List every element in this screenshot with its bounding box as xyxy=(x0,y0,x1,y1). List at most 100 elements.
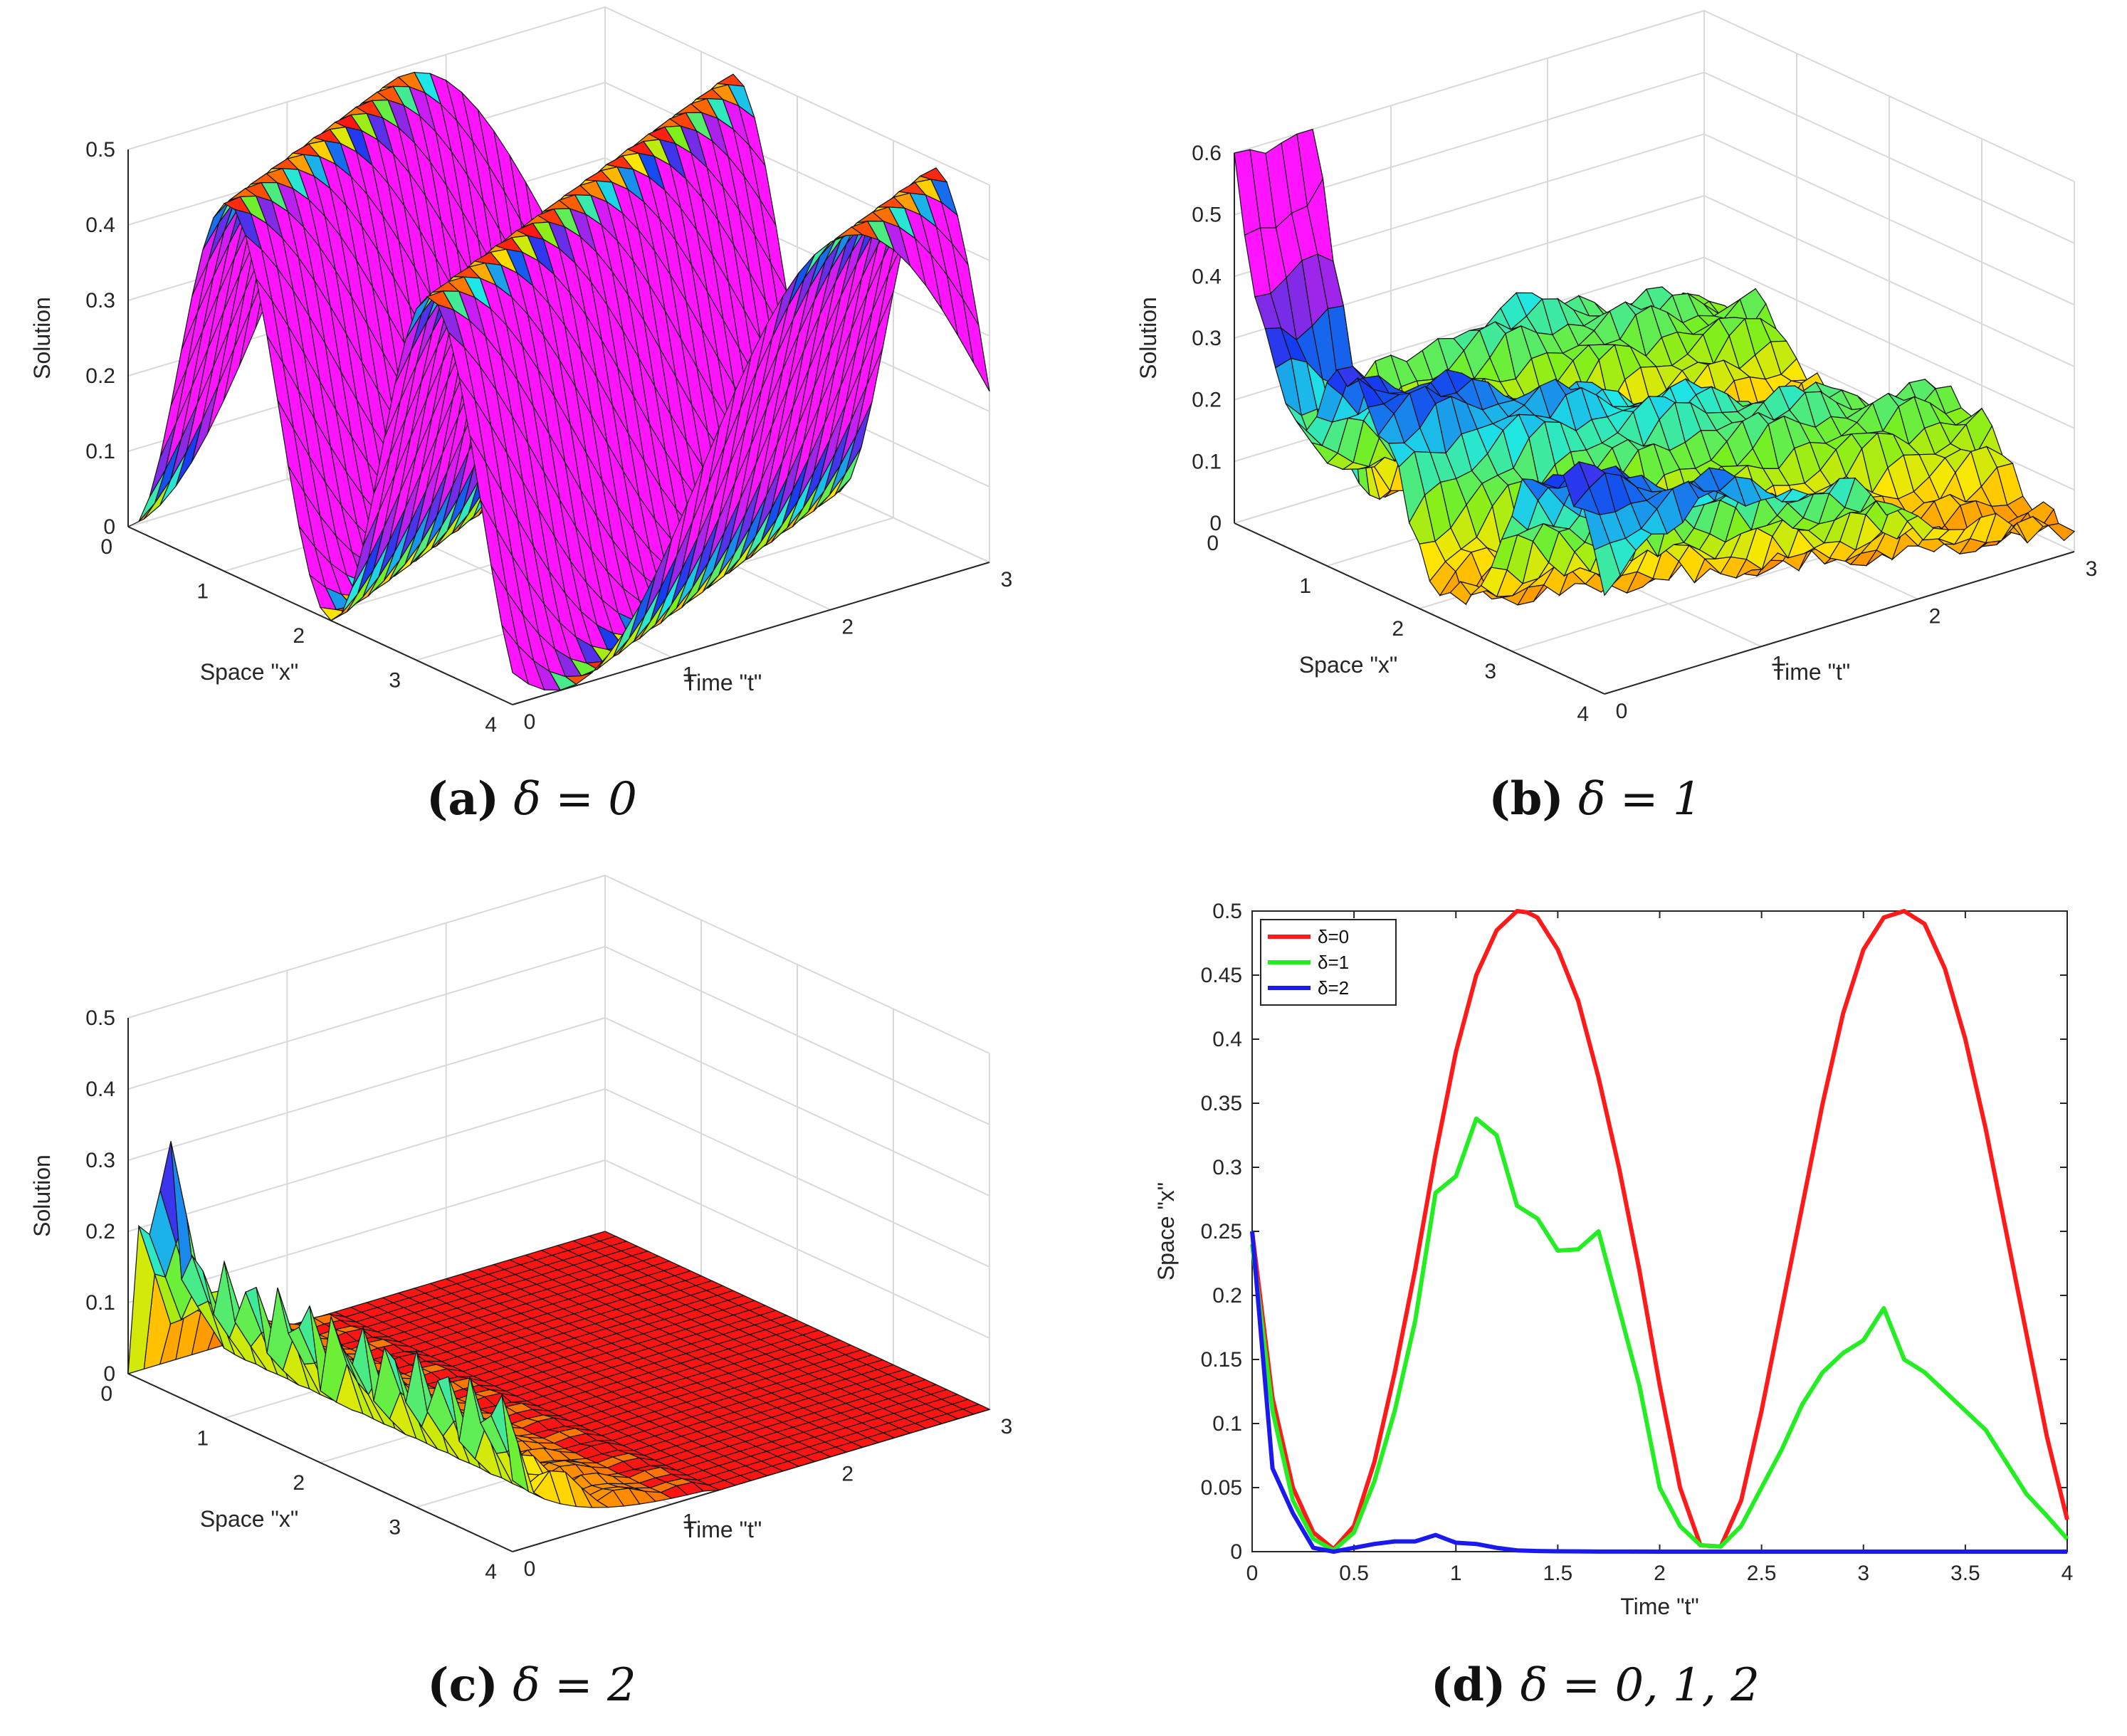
x-tick-label: 0.5 xyxy=(1339,1562,1369,1585)
t-axis-line xyxy=(512,562,990,705)
z-tick-label: 0 xyxy=(1209,512,1222,535)
caption-b: (b) δ = 1 xyxy=(1488,772,1702,826)
x-axis-line xyxy=(127,1373,513,1552)
x-tick-label: 1 xyxy=(196,580,209,604)
z-tick-label: 0.1 xyxy=(85,440,115,463)
x-tick-label: 1 xyxy=(196,1427,209,1451)
t-tick-label: 3 xyxy=(1001,1415,1013,1438)
z-axis-label: Solution xyxy=(29,297,55,379)
panel-c: 0 0.1 0.2 0.3 0.4 0.5 0 1 2 3 4 0 1 2 3 Solution Space "… xyxy=(0,868,1064,1736)
z-gridline xyxy=(1234,9,2075,182)
z-gridline xyxy=(127,874,990,1054)
y-tick-label: 0.5 xyxy=(1212,900,1242,923)
series-line-0 xyxy=(1250,909,2069,1552)
t-tick-label: 0 xyxy=(1616,700,1628,723)
plot-area xyxy=(1251,910,2068,1552)
t-tick-label: 3 xyxy=(1001,568,1013,591)
x-tick-label: 0 xyxy=(100,1382,112,1406)
z-tick-label: 0.5 xyxy=(85,138,115,162)
y-tick-label: 0 xyxy=(1230,1540,1242,1564)
z-gridline xyxy=(127,945,990,1125)
y-tick-label: 0.4 xyxy=(1212,1028,1242,1051)
z-gridline xyxy=(1234,71,2075,244)
y-tick-label: 0.15 xyxy=(1201,1348,1242,1372)
x-axis-line xyxy=(1234,522,1605,695)
x-tick-label: 2 xyxy=(293,624,305,648)
legend-label-0: δ=0 xyxy=(1318,926,1349,947)
x-tick-label: 4 xyxy=(2062,1562,2074,1585)
legend-label-2: δ=2 xyxy=(1318,977,1349,999)
x-tick-label: 2 xyxy=(1654,1562,1666,1585)
z-gridline xyxy=(127,1016,990,1196)
x-tick-label: 2.5 xyxy=(1747,1562,1777,1585)
x-tick-label: 4 xyxy=(1577,703,1589,726)
z-tick-label: 0.2 xyxy=(85,364,115,388)
x-axis-label: Space "x" xyxy=(200,659,298,685)
y-tick-label: 0.1 xyxy=(1212,1412,1242,1436)
x-axis-line xyxy=(127,526,513,705)
x-tick-label: 0 xyxy=(1207,532,1219,555)
caption-a: (a) δ = 0 xyxy=(426,772,637,826)
caption-d: (d) δ = 0, 1, 2 xyxy=(1430,1658,1760,1712)
t-tick-label: 0 xyxy=(524,710,536,734)
panel-b: 0 0.1 0.2 0.3 0.4 0.5 0.6 0 1 2 3 4 0 1 2 3 Solution Spac… xyxy=(1064,0,2127,868)
surface-plot-b: 0 0.1 0.2 0.3 0.4 0.5 0.6 0 1 2 3 4 0 1 2 3 Solution Spac… xyxy=(1135,9,2098,726)
z-gridline xyxy=(127,1088,990,1268)
y-axis-label: Space "x" xyxy=(1153,1182,1179,1280)
z-axis-label: Solution xyxy=(29,1154,55,1237)
surface-patch xyxy=(2047,522,2076,542)
x-tick-label: 1 xyxy=(1299,574,1311,598)
t-tick-label: 3 xyxy=(2086,557,2098,581)
z-tick-label: 0.4 xyxy=(1192,265,1222,288)
t-axis-label: Time "t" xyxy=(683,1517,762,1542)
caption-c: (c) δ = 2 xyxy=(427,1658,636,1712)
z-tick-label: 0.2 xyxy=(85,1220,115,1243)
t-tick-label: 2 xyxy=(841,1463,854,1486)
surface-patch xyxy=(501,1395,530,1493)
panel-a: 0 0.1 0.2 0.3 0.4 0.5 0 1 2 3 4 0 1 2 3 Solution Space "… xyxy=(0,0,1064,868)
t-tick-label: 0 xyxy=(524,1557,536,1581)
z-axis-label: Solution xyxy=(1135,297,1161,379)
t-axis-line xyxy=(1604,551,2075,695)
y-tick-label: 0.2 xyxy=(1212,1284,1242,1308)
x-tick-label: 3.5 xyxy=(1950,1562,1980,1585)
t-tick-label: 1 xyxy=(683,1510,695,1533)
x-tick-label: 3 xyxy=(389,669,401,693)
y-tick-label: 0.35 xyxy=(1201,1092,1242,1115)
z-tick-label: 0.6 xyxy=(1192,142,1222,165)
t-axis-label: Time "t" xyxy=(683,670,762,695)
t-tick-label: 2 xyxy=(1929,605,1941,628)
series-line-1 xyxy=(1250,1116,2069,1553)
z-tick-label: 0 xyxy=(103,515,115,539)
x-tick-label: 1.5 xyxy=(1543,1562,1573,1585)
x-tick-label: 2 xyxy=(293,1471,305,1495)
x-tick-label: 4 xyxy=(485,713,497,737)
z-tick-label: 0.3 xyxy=(85,1149,115,1172)
surface-patch xyxy=(501,625,530,685)
z-tick-label: 0 xyxy=(103,1362,115,1386)
z-tick-label: 0.4 xyxy=(85,214,115,237)
t-axis-label: Time "t" xyxy=(1772,659,1850,685)
z-gridline xyxy=(1234,133,2075,306)
panel-d: 0 0.5 1 1.5 2 2.5 3 3.5 4 0 0.05 0.1 0.15 0.2 0.25 0.3 0… xyxy=(1064,868,2127,1736)
t-tick-label: 1 xyxy=(1772,652,1785,675)
x-tick-label: 4 xyxy=(485,1560,497,1584)
x-tick-label: 2 xyxy=(1392,617,1404,641)
x-tick-label: 0 xyxy=(100,535,112,559)
x-tick-label: 3 xyxy=(389,1516,401,1540)
surface-patch xyxy=(1593,542,1621,596)
y-tick-label: 0.05 xyxy=(1201,1476,1242,1500)
y-tick-label: 0.3 xyxy=(1212,1156,1242,1179)
z-tick-label: 0.3 xyxy=(85,289,115,312)
x-tick-label: 0 xyxy=(1246,1562,1259,1585)
z-tick-label: 0.2 xyxy=(1192,389,1222,412)
z-tick-label: 0.3 xyxy=(1192,327,1222,350)
x-axis-label: Space "x" xyxy=(200,1506,298,1532)
z-tick-label: 0.5 xyxy=(1192,204,1222,227)
t-tick-label: 2 xyxy=(841,616,854,639)
x-axis-label: Time "t" xyxy=(1620,1594,1698,1619)
x-tick-label: 3 xyxy=(1484,660,1496,683)
z-tick-label: 0.4 xyxy=(85,1078,115,1101)
series-line-2 xyxy=(1250,1231,2067,1554)
x-axis-label: Space "x" xyxy=(1299,652,1397,678)
